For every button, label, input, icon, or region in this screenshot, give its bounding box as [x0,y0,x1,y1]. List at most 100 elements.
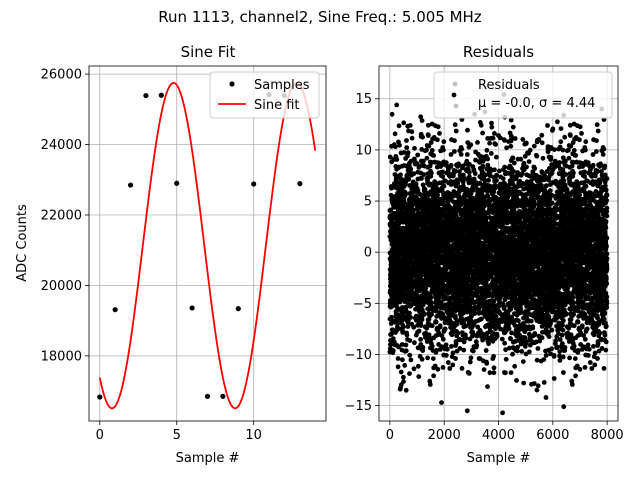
sample-point [204,393,211,399]
residual-point [466,371,472,376]
residual-point [441,199,446,205]
residual-point [401,379,406,384]
residual-point [411,171,417,177]
residual-point [416,328,422,334]
residual-point [392,131,398,137]
residual-point [468,355,474,361]
residual-point [408,166,414,172]
residual-point [481,367,487,372]
residual-point [448,152,454,157]
residual-point [485,156,490,162]
residual-point [418,273,424,278]
residual-point [450,350,456,356]
residual-point [419,276,424,282]
residual-point [442,326,448,332]
residual-point [398,172,403,178]
residual-point [407,352,413,358]
residual-point [399,342,405,347]
residual-point [484,361,490,366]
residual-point [407,371,412,376]
residual-point [500,176,506,182]
residual-point [389,314,394,320]
residual-point [408,357,414,363]
residual-point [491,354,496,359]
residual-point [489,124,495,130]
residual-point [412,340,417,346]
residual-point [466,170,472,176]
sample-point [174,180,180,186]
residual-point [418,337,423,342]
sample-point [251,181,257,187]
residual-point [488,151,494,156]
sample-point [127,182,134,188]
residual-point [401,374,406,380]
residual-point [433,295,439,300]
residual-point [405,150,411,156]
sample-point [297,181,303,187]
residual-point [454,321,460,327]
residual-point [407,310,412,316]
residual-point [447,366,453,371]
residual-point [411,366,417,372]
residual-point [431,153,436,158]
residual-point [421,158,426,164]
residual-point [511,169,516,174]
residual-point [518,156,524,162]
residual-point [404,332,410,338]
residual-point [429,300,435,305]
residual-point [459,146,465,152]
residual-point [465,127,470,133]
residual-point [404,138,409,143]
residual-point [412,145,417,151]
residual-point [492,167,497,173]
residual-point [415,363,421,369]
residual-point [429,312,434,317]
residual-point [480,163,486,169]
residual-point [470,348,476,354]
residual-point [441,147,446,153]
residual-point [429,343,435,349]
residual-point [427,382,433,387]
residual-point [447,316,452,322]
sine-fit-legend-box [209,71,320,119]
residual-point [504,145,509,151]
residual-point [484,147,490,153]
residual-point [494,154,499,160]
residual-point [502,164,507,170]
residual-point [431,373,436,379]
residual-point [520,137,526,142]
residual-point [437,131,442,136]
sine-fit-ytick-label: 24000 [41,138,82,153]
residual-point [493,314,499,319]
residual-point [437,295,442,300]
residuals-axes: Residuals 0 2000 4000 6000 8000−15−10−505101… [345,43,624,466]
residual-point [389,331,394,337]
residual-point [492,131,497,136]
residual-point [491,370,497,376]
sine-fit-xlabel: Sample # [176,451,240,466]
residual-point [388,342,393,347]
residual-point [479,316,484,322]
residual-point [459,366,465,371]
residual-point [411,324,417,330]
residual-point [512,363,518,369]
sample-point [235,306,241,312]
residuals-title: Residuals [463,43,534,61]
residual-point [407,338,413,343]
residual-point [506,326,512,332]
residual-point [493,142,498,147]
residual-point [435,137,440,143]
sample-point [158,92,164,98]
residual-point [398,369,404,375]
sine-fit-grid [89,66,326,421]
residual-point [480,130,485,136]
residual-point [520,359,526,364]
sine-fit-ytick-label: 26000 [41,68,82,83]
residual-point [401,120,407,126]
residual-point [429,323,435,329]
residual-point [440,174,446,179]
residual-point [464,152,470,157]
residual-point [395,324,400,330]
residual-point [472,171,478,177]
